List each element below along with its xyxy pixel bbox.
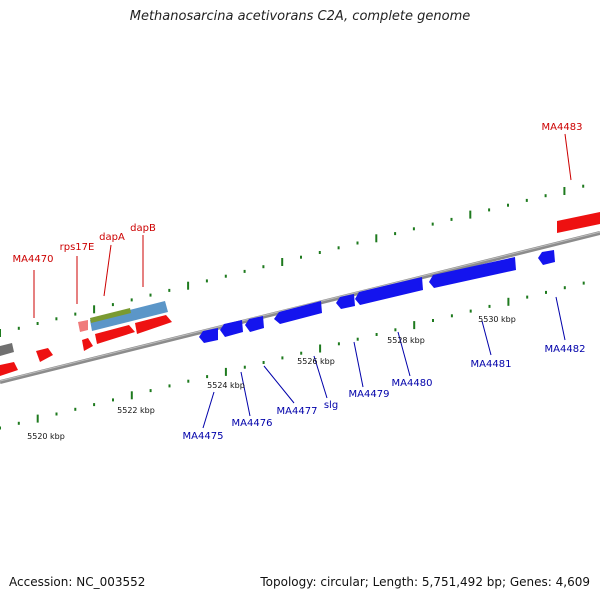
gene-MA4477[interactable] [245,316,264,332]
gene-label-MA4479: MA4479 [349,389,390,400]
leader-dapA [103,244,112,297]
label-leaders [33,133,572,429]
leader-MA4482 [555,296,566,341]
reverse-tick-track [0,281,585,430]
leader-MA4479 [353,341,364,388]
gene-MA4483[interactable] [557,212,600,233]
gene-forward[interactable] [36,348,53,362]
leader-MA4480 [397,331,411,377]
gene-label-rps17E: rps17E [60,242,95,253]
tick-label: 5526 kbp [297,357,335,366]
leader-MA4476 [240,371,251,417]
gene-label-MA4475: MA4475 [183,431,224,442]
gene-dapA[interactable] [95,325,135,344]
leader-slg [313,355,328,399]
region-blue[interactable] [90,301,168,331]
gene-label-dapB: dapB [130,223,156,234]
gene-MA4475[interactable] [199,328,218,343]
gene-label-slg: slg [324,400,338,411]
figure-title: Methanosarcina acetivorans C2A, complete… [129,9,471,24]
topology-text: Topology: circular; Length: 5,751,492 bp… [260,575,590,589]
gene-MA4482[interactable] [538,250,555,265]
leader-MA4477 [263,365,295,404]
gene-MA4479[interactable] [355,277,423,305]
gene-label-dapA: dapA [99,232,125,243]
tick-label: 5530 kbp [478,315,516,324]
tick-label: 5520 kbp [27,432,65,441]
gene-label-MA4482: MA4482 [545,344,586,355]
gene-label-MA4476: MA4476 [232,418,273,429]
gene-other[interactable] [0,343,14,356]
gene-MA4480[interactable] [429,257,516,288]
gene-label-MA4477: MA4477 [277,406,318,417]
gene-dapB[interactable] [135,315,172,334]
leader-MA4475 [202,391,215,429]
gene-label-MA4480: MA4480 [392,378,433,389]
gene-rps17E[interactable] [78,320,88,332]
gene-label-MA4470: MA4470 [13,254,54,265]
tick-label: 5522 kbp [117,406,155,415]
region-green[interactable] [90,308,131,323]
gene-forward[interactable] [0,362,18,376]
tick-label: 5524 kbp [207,381,245,390]
leader-MA4481 [481,320,492,356]
accession-text: Accession: NC_003552 [9,575,146,589]
leader-MA4483 [564,133,572,181]
gene-features [0,212,600,376]
gene-label-MA4481: MA4481 [471,359,512,370]
gene-forward[interactable] [82,338,93,351]
gene-MA4476[interactable] [220,320,243,337]
forward-tick-track [0,184,585,337]
tick-label: 5528 kbp [387,336,425,345]
gene-reverse[interactable] [336,294,355,309]
gene-label-MA4483: MA4483 [542,122,583,133]
gene-slg[interactable] [274,301,322,324]
